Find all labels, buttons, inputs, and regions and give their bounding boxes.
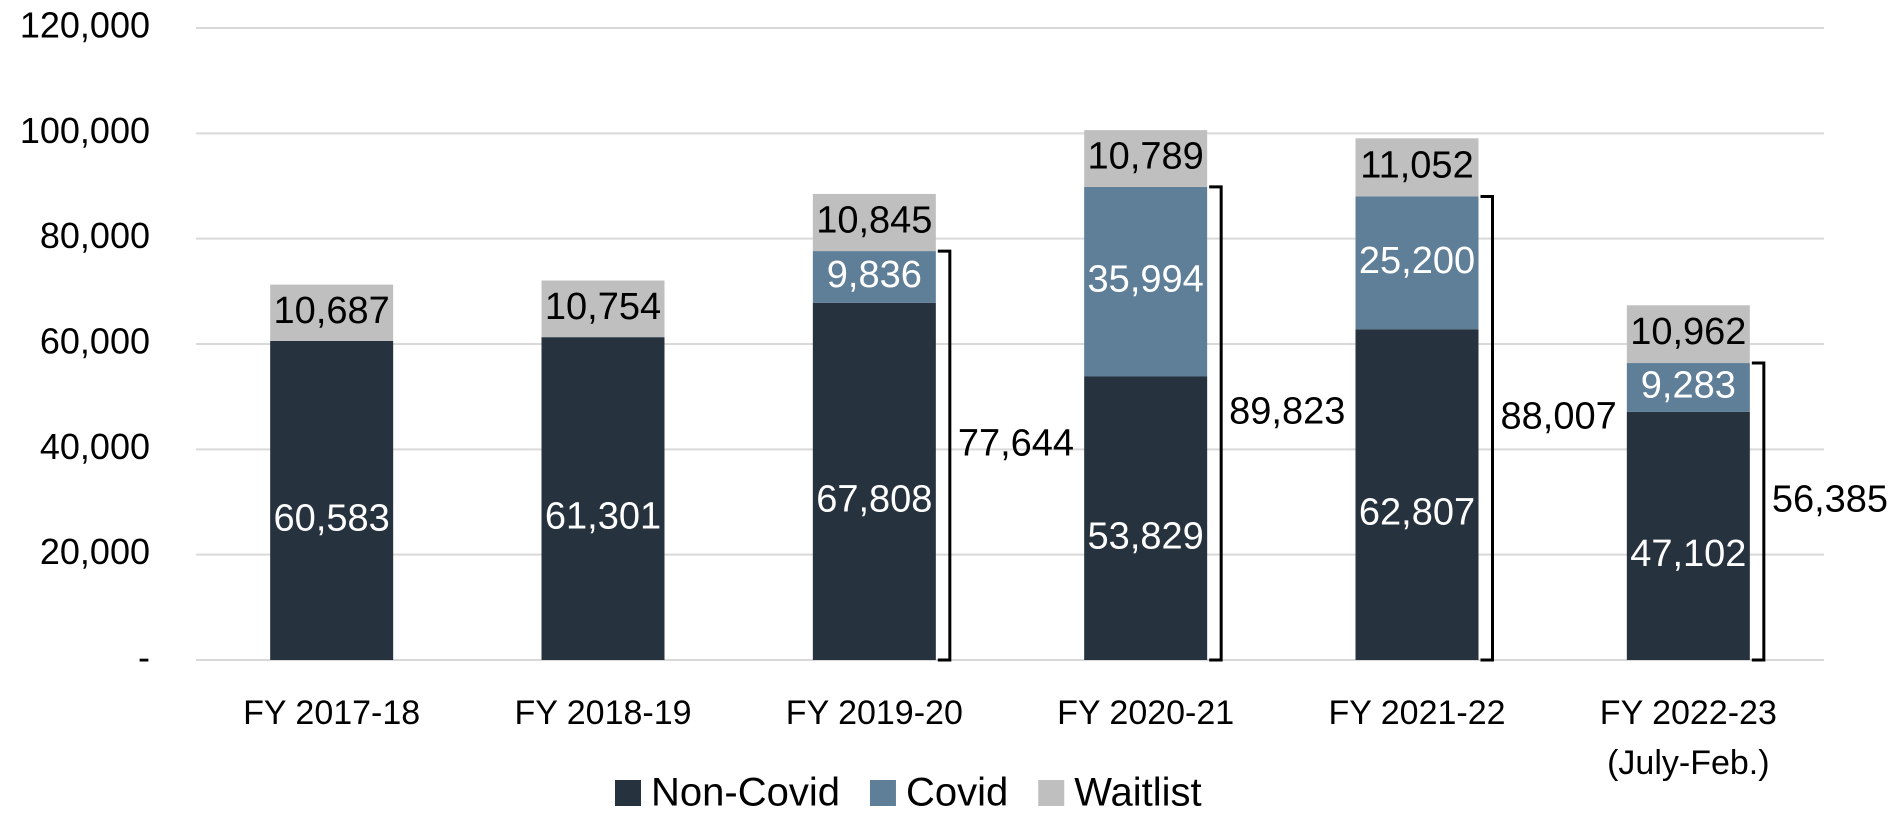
bar-segment — [1355, 138, 1479, 197]
legend-label: Non-Covid — [651, 771, 840, 813]
data-label: 35,994 — [1088, 259, 1204, 301]
legend-swatch — [1038, 780, 1065, 806]
bar-segment — [812, 251, 936, 303]
data-label: 10,962 — [1630, 311, 1746, 353]
bar-segment — [541, 280, 665, 338]
x-tick-label: FY 2021-22 — [1328, 694, 1506, 732]
data-label: 61,301 — [545, 496, 661, 538]
bar-segment — [1355, 329, 1479, 660]
bar-segment — [812, 302, 936, 660]
legend-label: Waitlist — [1074, 771, 1201, 813]
x-tick-label: FY 2020-21 — [1057, 694, 1235, 732]
bar-segment — [270, 284, 394, 341]
data-label: 53,829 — [1088, 515, 1204, 557]
bar-segment — [1626, 305, 1750, 364]
bar-segment — [541, 337, 665, 660]
y-tick-label: 40,000 — [40, 426, 150, 467]
data-label: 62,807 — [1359, 492, 1475, 534]
y-tick-label: 120,000 — [20, 5, 150, 46]
bracket — [1480, 194, 1494, 662]
x-tick-label: FY 2018-19 — [514, 694, 692, 732]
data-label: 67,808 — [816, 478, 932, 520]
bracket — [937, 249, 952, 662]
bracket-label: 77,644 — [958, 423, 1074, 465]
data-label: 11,052 — [1360, 144, 1473, 186]
y-tick-label: - — [138, 637, 150, 678]
data-label: 10,754 — [545, 286, 661, 328]
y-tick-label: 20,000 — [40, 531, 150, 572]
bar-segment — [1084, 186, 1208, 377]
bar-segment — [270, 340, 394, 660]
y-tick-label: 80,000 — [40, 215, 150, 256]
data-label: 9,283 — [1641, 365, 1736, 407]
bar-segment — [1626, 363, 1750, 412]
x-tick-label: FY 2017-18 — [243, 694, 421, 732]
y-tick-label: 60,000 — [40, 321, 150, 362]
bracket-label: 89,823 — [1229, 390, 1345, 432]
bar-segment — [1084, 376, 1208, 660]
data-label: 10,789 — [1088, 136, 1204, 178]
data-label: 10,687 — [274, 290, 390, 332]
bracket-label: 88,007 — [1501, 395, 1617, 437]
data-label: 10,845 — [816, 200, 932, 242]
bar-segment — [1626, 411, 1750, 660]
y-tick-label: 100,000 — [20, 110, 150, 151]
bar-segment — [1084, 130, 1208, 187]
legend-label: Covid — [906, 771, 1008, 813]
bar-segment — [1355, 196, 1479, 330]
data-label: 9,836 — [827, 254, 922, 296]
x-tick-label: FY 2019-20 — [785, 694, 963, 732]
bracket — [1751, 361, 1766, 662]
legend-swatch — [615, 780, 641, 806]
data-label: 25,200 — [1359, 240, 1475, 282]
data-label: 60,583 — [274, 497, 390, 539]
data-label: 47,102 — [1630, 533, 1746, 575]
bar-segment — [812, 193, 936, 252]
bracket-label: 56,385 — [1772, 479, 1888, 521]
bracket — [1209, 185, 1223, 662]
x-tick-label: FY 2022-23 (July-Feb.) — [1599, 694, 1777, 782]
legend-swatch — [869, 780, 896, 806]
